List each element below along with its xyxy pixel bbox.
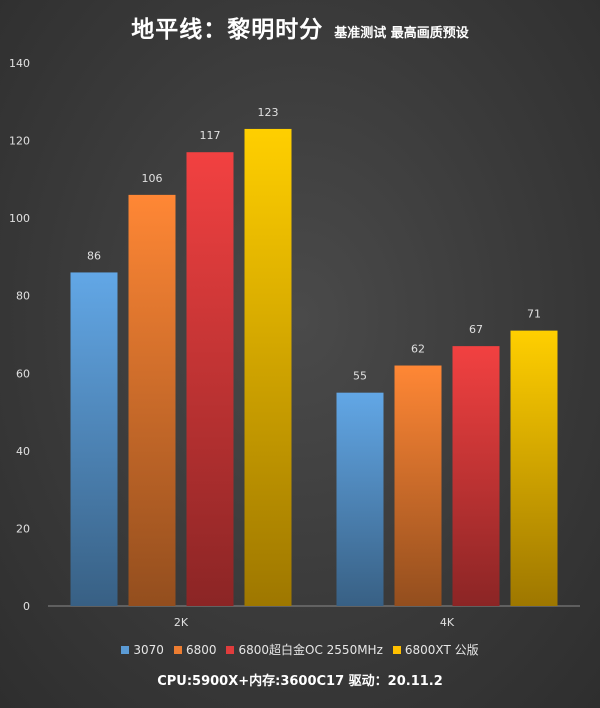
data-label: 55 xyxy=(353,370,367,383)
bar-chart: 0 20 40 60 80 100 120 140 86 106 117 123 2K 55 62 67 71 4… xyxy=(9,57,580,629)
data-label: 62 xyxy=(411,343,425,356)
y-tick-label: 0 xyxy=(23,600,30,613)
legend-item: 3070 xyxy=(121,641,164,658)
chart-title-row: 地平线：黎明时分 基准测试 最高画质预设 xyxy=(0,10,600,44)
y-tick-label: 80 xyxy=(16,290,30,303)
bar-6800超白金OC 2550MHz-2K xyxy=(186,152,234,606)
legend-label: 6800XT 公版 xyxy=(404,643,479,657)
bar-3070-4K xyxy=(336,392,384,606)
legend-swatch xyxy=(392,645,401,654)
legend-label: 3070 xyxy=(133,642,164,657)
legend-item: 6800超白金OC 2550MHz xyxy=(226,641,383,658)
data-label: 71 xyxy=(527,308,541,321)
data-label: 117 xyxy=(200,129,221,142)
bar-6800超白金OC 2550MHz-4K xyxy=(452,346,500,606)
chart-subtitle: 基准测试 最高画质预设 xyxy=(334,26,469,41)
bar-3070-2K xyxy=(70,272,118,606)
data-label: 67 xyxy=(469,323,483,336)
data-label: 106 xyxy=(142,172,163,185)
bar-6800XT 公版-2K xyxy=(244,128,292,606)
y-tick-label: 20 xyxy=(16,522,30,535)
legend-swatch xyxy=(121,645,130,654)
chart-title: 地平线：黎明时分 xyxy=(131,17,324,43)
x-category-label: 4K xyxy=(440,616,455,629)
y-tick-label: 60 xyxy=(16,367,30,380)
chart-legend: 3070 6800 6800超白金OC 2550MHz 6800XT 公版 xyxy=(0,641,600,658)
legend-swatch xyxy=(226,645,235,654)
legend-item: 6800 xyxy=(173,641,217,658)
bar-6800XT 公版-4K xyxy=(510,330,558,606)
legend-swatch xyxy=(173,645,182,654)
data-label: 86 xyxy=(87,249,101,262)
y-tick-label: 140 xyxy=(9,57,30,70)
x-category-label: 2K xyxy=(174,616,189,629)
legend-item: 6800XT 公版 xyxy=(392,641,479,658)
y-tick-label: 100 xyxy=(9,212,30,225)
bar-6800-2K xyxy=(128,194,176,606)
y-tick-label: 120 xyxy=(9,135,30,148)
data-label: 123 xyxy=(258,106,279,119)
legend-label: 6800超白金OC 2550MHz xyxy=(238,643,383,657)
y-tick-label: 40 xyxy=(16,445,30,458)
bar-6800-4K xyxy=(394,365,442,606)
legend-label: 6800 xyxy=(185,642,217,657)
test-config-footer: CPU:5900X+内存:3600C17 驱动：20.11.2 xyxy=(157,674,443,689)
